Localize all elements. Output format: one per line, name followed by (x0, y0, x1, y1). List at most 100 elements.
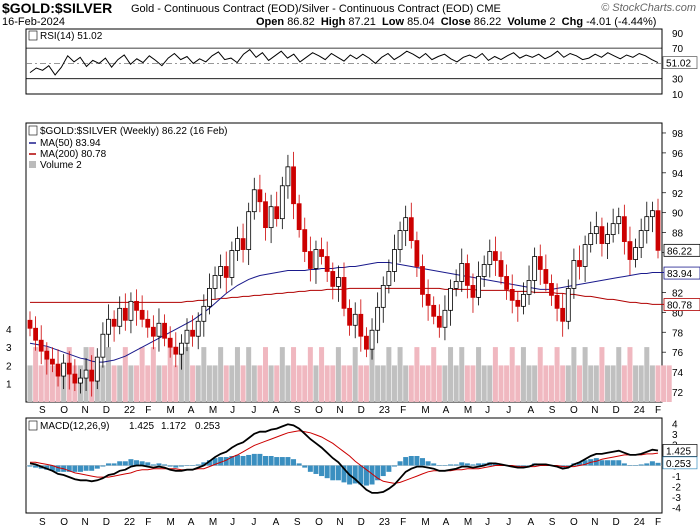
candle-body (201, 305, 207, 322)
macd-x-label: A (443, 517, 450, 528)
candle-body (487, 251, 493, 265)
volume-bar (341, 365, 347, 402)
candle-body (605, 234, 610, 244)
volume-bar (279, 347, 285, 402)
open-label: Open (256, 16, 285, 28)
candle-body (285, 166, 291, 187)
candle-body (565, 288, 571, 322)
macd-histogram-bar (106, 463, 111, 466)
candle-body (408, 217, 414, 241)
macd-histogram-bar (49, 465, 55, 471)
macd-histogram-bar (178, 465, 184, 467)
macd-histogram-bar (582, 460, 588, 466)
macd-histogram-bar (610, 460, 616, 466)
volume-bar (324, 365, 330, 402)
rsi-y-tick: 70 (672, 44, 684, 55)
price-x-label: N (591, 405, 598, 416)
macd-histogram-bar (251, 453, 257, 466)
instrument-description: Gold - Continuous Contract (EOD)/Silver … (131, 3, 501, 15)
macd-histogram-bar (481, 463, 487, 466)
macd-histogram-bar (599, 460, 605, 466)
volume-bar (296, 365, 302, 402)
candle-body (655, 210, 661, 251)
candle-body (150, 326, 156, 337)
candle-body (178, 342, 184, 355)
macd-x-label: D (613, 517, 620, 528)
volume-bar (419, 365, 426, 402)
candle-body (414, 240, 420, 267)
volume-bar (554, 347, 560, 402)
macd-histogram-bar (167, 465, 173, 467)
volume-bar (408, 365, 414, 402)
macd-histogram-bar (150, 464, 156, 466)
candle-body (319, 249, 324, 257)
candle-body (436, 315, 442, 328)
macd-hist-box (662, 456, 698, 470)
ohlc-summary: Open 86.82 High 87.21 Low 85.04 Close 86… (256, 16, 656, 28)
volume-bar (588, 365, 594, 402)
macd-histogram-bar (234, 454, 240, 466)
volume-bar (459, 347, 465, 402)
candle-body (229, 250, 235, 278)
macd-histogram-bar (655, 462, 661, 466)
ma200-value-label-box (663, 298, 700, 311)
volume-y-tick: 3 (6, 343, 12, 354)
macd-line (29, 423, 659, 494)
volume-bar (234, 347, 240, 402)
macd-x-label: 22 (124, 517, 136, 528)
macd-histogram-bar (492, 463, 498, 466)
candle-body (442, 309, 448, 328)
macd-histogram-bar (66, 465, 72, 472)
volume-bar (27, 365, 33, 402)
macd-histogram-bar (195, 464, 201, 466)
price-y-tick: 78 (672, 328, 684, 339)
volume-bar (369, 347, 375, 402)
macd-histogram-bar (263, 456, 268, 466)
rsi-legend-swatch (28, 30, 38, 41)
price-x-label: A (273, 405, 280, 416)
candle-body (616, 216, 622, 225)
macd-histogram-bar (358, 465, 364, 485)
volume-bar (240, 365, 246, 402)
macd-histogram-bar (633, 465, 639, 466)
volume-bar (105, 347, 112, 402)
candle-body (89, 369, 95, 382)
macd-x-label: 24 (634, 517, 646, 528)
price-x-label: D (613, 405, 620, 416)
volume-bar (621, 365, 627, 402)
macd-hist-label: 0.253 (666, 459, 691, 470)
macd-x-label: S (294, 517, 301, 528)
candle-body (240, 238, 246, 250)
macd-x-label: 23 (379, 517, 391, 528)
macd-histogram-bar (565, 465, 571, 467)
candle-body (83, 369, 89, 379)
candle-body (134, 300, 139, 311)
macd-histogram-bar (391, 465, 397, 467)
macd-x-label: F (145, 517, 151, 528)
macd-histogram-bar (616, 460, 622, 466)
macd-histogram-bar (520, 465, 526, 467)
volume-bar (593, 365, 599, 402)
volume-bar (476, 347, 482, 402)
macd-histogram-bar (324, 465, 330, 479)
candle-body (380, 285, 386, 308)
candle-body (212, 275, 218, 289)
candle-body (554, 294, 560, 309)
macd-histogram-bar (285, 457, 291, 466)
macd-x-label: J (251, 517, 256, 528)
price-x-label: O (570, 405, 578, 416)
price-x-label: M (464, 405, 472, 416)
volume-bar (285, 365, 291, 402)
volume-bar (313, 365, 319, 402)
macd-legend-value: 1.425 (129, 421, 154, 432)
price-x-label: O (60, 405, 68, 416)
price-x-label: 23 (379, 405, 391, 416)
price-x-label: A (443, 405, 450, 416)
volume-bar (229, 365, 235, 402)
candle-body (649, 210, 655, 218)
candle-body (470, 285, 476, 298)
volume-bar (403, 365, 409, 402)
macd-histogram-bar (453, 464, 459, 466)
macd-x-label: S (549, 517, 556, 528)
